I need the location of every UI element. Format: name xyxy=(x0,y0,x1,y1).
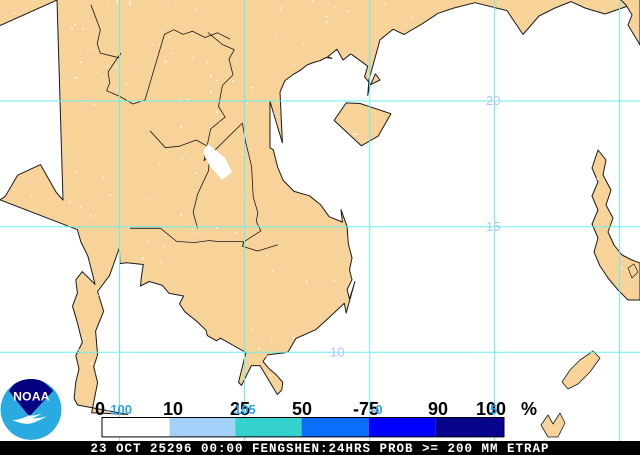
svg-text:-0: -0 xyxy=(371,402,383,417)
svg-text:15: 15 xyxy=(486,219,500,234)
svg-text:5: 5 xyxy=(490,402,497,417)
svg-text:10: 10 xyxy=(163,399,183,419)
svg-text:20: 20 xyxy=(486,93,500,108)
svg-text:90: 90 xyxy=(428,399,448,419)
svg-text:%: % xyxy=(521,399,537,419)
svg-text:NOAA: NOAA xyxy=(13,390,50,404)
svg-text:105: 105 xyxy=(234,402,256,417)
svg-text:10: 10 xyxy=(330,344,344,359)
svg-text:-100: -100 xyxy=(106,402,132,417)
svg-text:23 OCT 25296 00:00 FENGSHEN:24: 23 OCT 25296 00:00 FENGSHEN:24HRS PROB >… xyxy=(90,442,549,455)
svg-text:50: 50 xyxy=(292,399,312,419)
svg-text:0: 0 xyxy=(95,399,105,419)
